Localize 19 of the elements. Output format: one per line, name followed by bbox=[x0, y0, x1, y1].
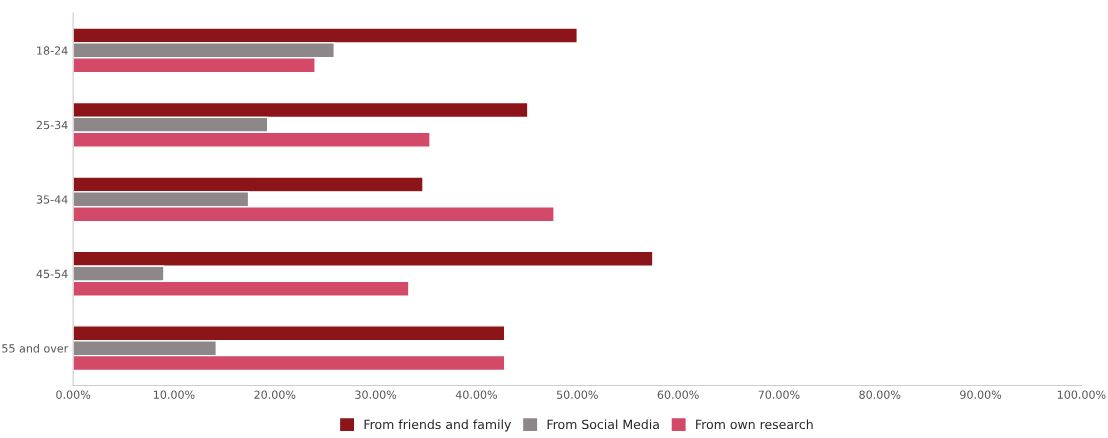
x-tick-label: 100.00% bbox=[1057, 390, 1106, 399]
x-tick-label: 50.00% bbox=[556, 390, 598, 399]
x-tick-label: 70.00% bbox=[758, 390, 800, 399]
x-tick-label: 60.00% bbox=[657, 390, 699, 399]
legend-label: From own research bbox=[696, 419, 813, 430]
legend-label: From friends and family bbox=[364, 419, 512, 432]
x-tick-label: 10.00% bbox=[153, 390, 195, 399]
y-tick-label: 45-54 bbox=[36, 269, 68, 279]
x-tick-label: 20.00% bbox=[254, 390, 296, 399]
legend-label: From Social Media bbox=[547, 419, 659, 430]
x-tick-label: 30.00% bbox=[355, 390, 397, 399]
y-tick-label: 25-34 bbox=[36, 120, 68, 130]
x-tick-label: 80.00% bbox=[859, 390, 901, 399]
y-tick-label: 55 and over bbox=[2, 343, 69, 353]
x-tick-label: 40.00% bbox=[455, 390, 498, 399]
x-tick-label: 0.00% bbox=[56, 390, 91, 399]
y-tick-label: 18-24 bbox=[37, 46, 68, 55]
x-tick-label: 90.00% bbox=[960, 390, 1002, 399]
y-tick-label: 35-44 bbox=[36, 195, 68, 204]
